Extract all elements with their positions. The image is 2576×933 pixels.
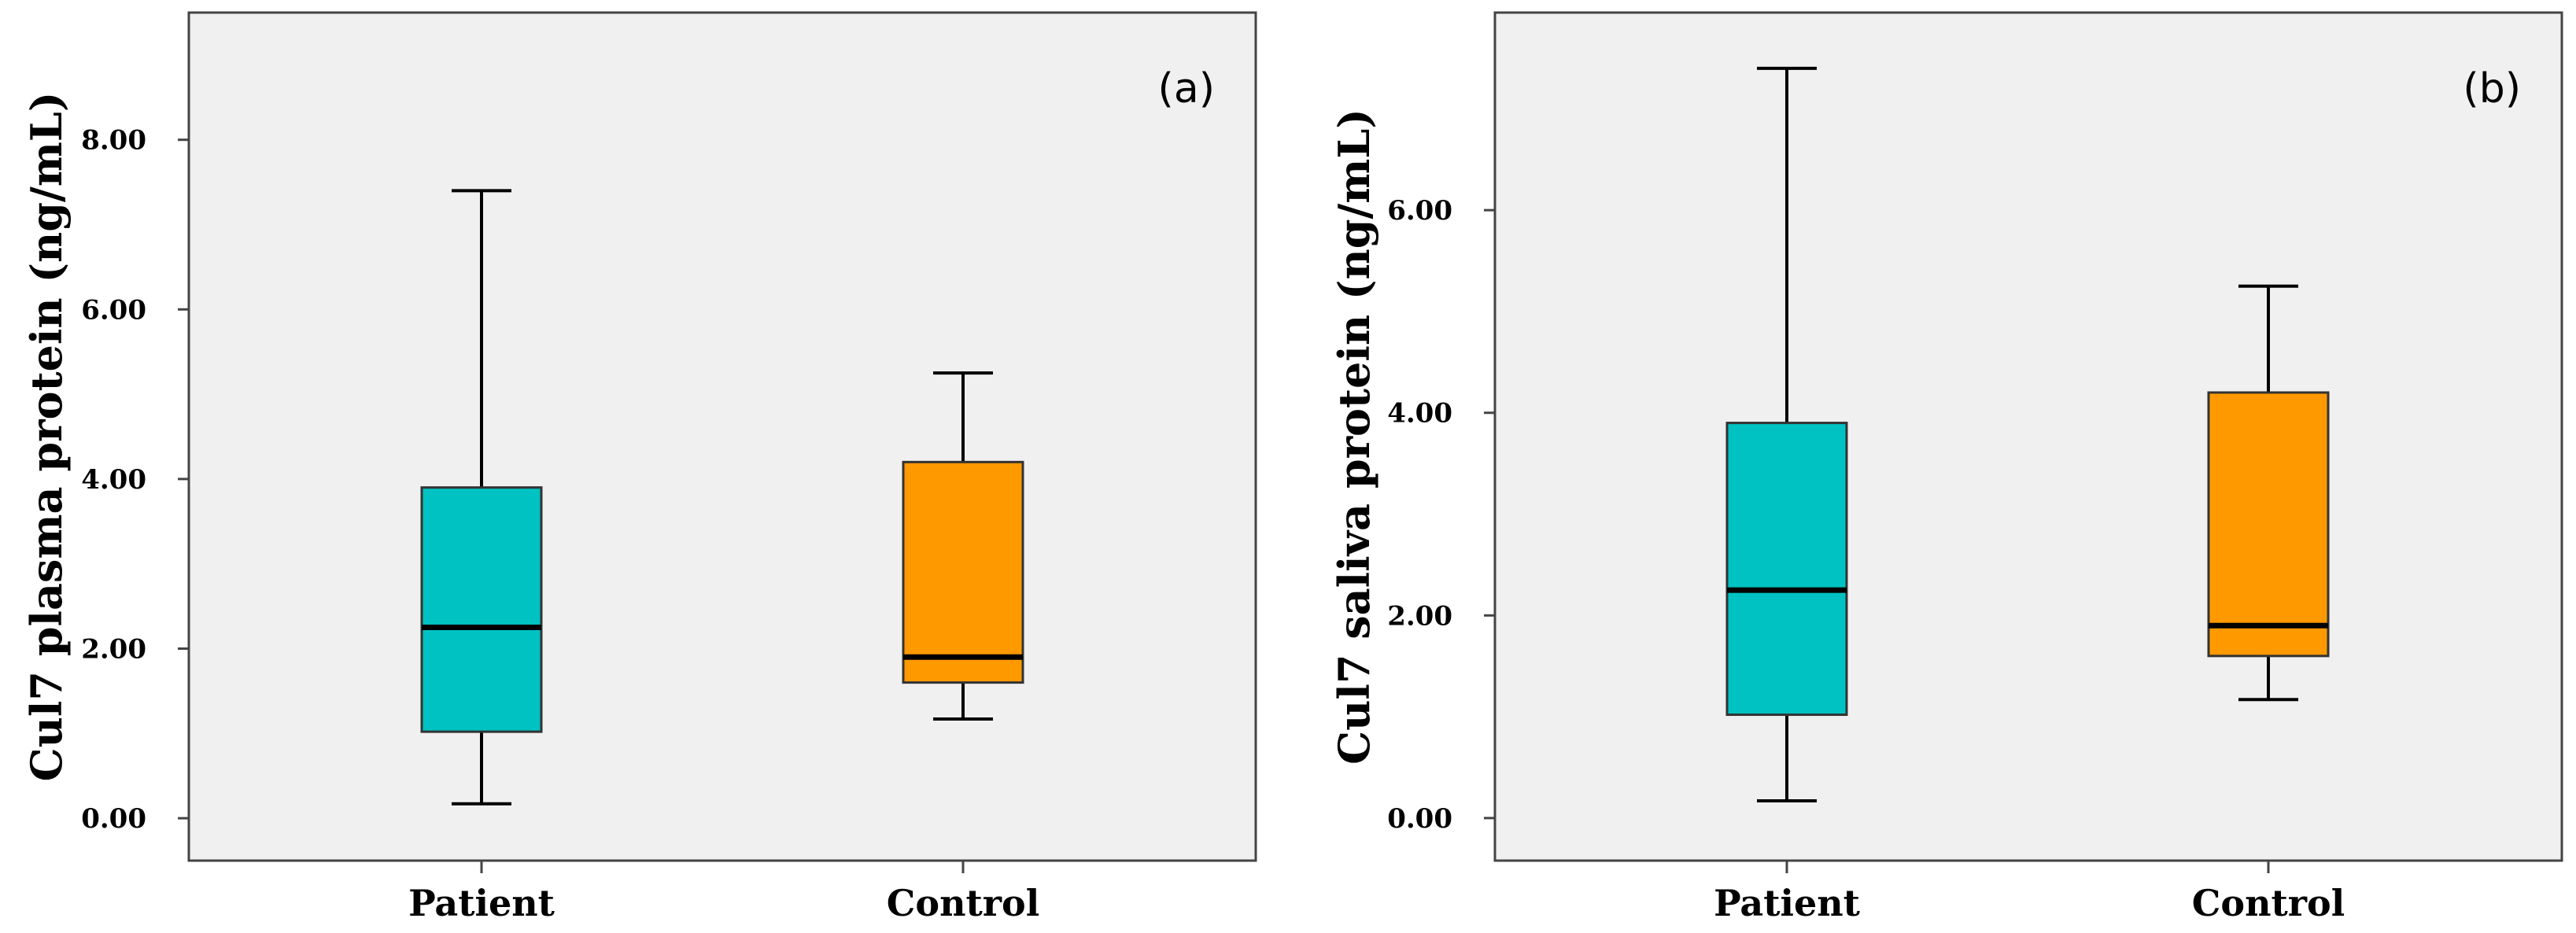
x-category-label: Patient	[1714, 882, 1861, 924]
panel-label: (a)	[1158, 65, 1215, 112]
y-tick-label: 4.00	[1387, 398, 1452, 430]
y-tick-label: 2.00	[1387, 600, 1452, 632]
chart-panel-a: 0.00 2.00 4.00 6.00 8.00 Cul7 plasma protein …	[21, 11, 1257, 924]
y-tick-label: 6.00	[81, 294, 146, 326]
x-category-label: Control	[2192, 882, 2345, 924]
iqr-box	[1725, 422, 1848, 717]
y-axis-title: Cul7 plasma protein (ng/mL)	[21, 92, 72, 782]
y-tick-label: 8.00	[81, 125, 146, 157]
box-patient	[1725, 66, 1848, 803]
y-tick-label: 0.00	[81, 803, 146, 835]
iqr-box	[902, 460, 1024, 684]
plot-area	[1493, 11, 2563, 862]
box-control	[902, 371, 1024, 721]
y-tick-label: 4.00	[81, 464, 146, 496]
y-tick-label: 6.00	[1387, 195, 1452, 227]
box-patient	[420, 189, 543, 806]
y-axis-title: Cul7 saliva protein (ng/mL)	[1329, 109, 1379, 765]
panel-label: (b)	[2463, 65, 2521, 112]
x-category-label: Control	[887, 882, 1039, 924]
plot-area	[187, 11, 1257, 862]
x-category-label: Patient	[408, 882, 555, 924]
iqr-box	[2207, 391, 2330, 658]
y-tick-label: 0.00	[1387, 803, 1452, 835]
iqr-box	[420, 486, 543, 733]
y-tick-label: 2.00	[81, 634, 146, 666]
box-control	[2207, 284, 2330, 702]
